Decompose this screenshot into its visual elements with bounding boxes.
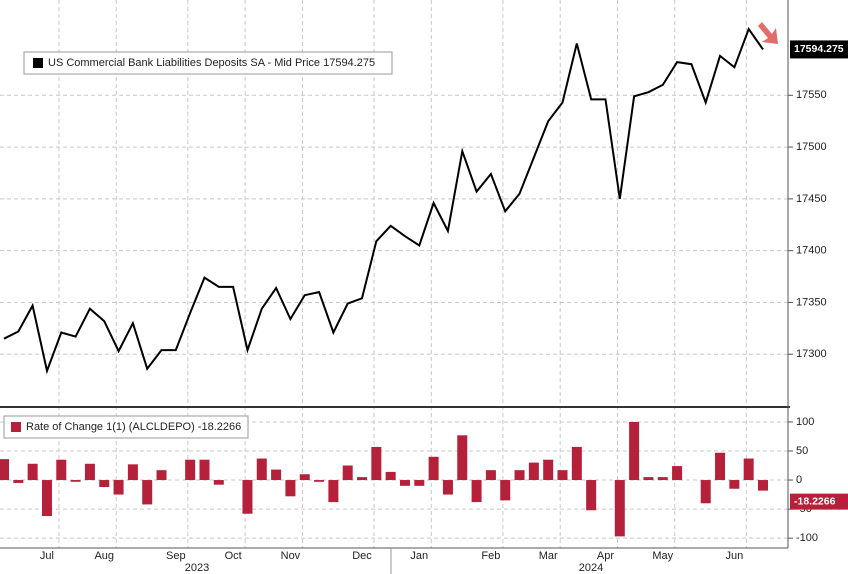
- bar: [557, 470, 568, 481]
- year-label: 2024: [579, 562, 603, 574]
- year-label: 2023: [185, 562, 209, 574]
- bar: [27, 463, 38, 481]
- bar: [56, 459, 67, 481]
- bar: [399, 480, 410, 486]
- bar: [743, 458, 754, 481]
- bar: [99, 480, 110, 488]
- x-tick-label: Feb: [481, 550, 500, 562]
- bar: [657, 477, 668, 481]
- bar: [0, 459, 9, 481]
- bar: [729, 480, 740, 489]
- bar: [715, 452, 726, 481]
- y-tick-label: 17450: [796, 193, 827, 205]
- y-tick-label: 17400: [796, 245, 827, 257]
- legend-label: US Commercial Bank Liabilities Deposits …: [48, 57, 375, 69]
- legend-swatch: [33, 58, 43, 68]
- x-tick-label: Jul: [40, 550, 54, 562]
- bar: [457, 435, 468, 481]
- bar: [342, 465, 353, 481]
- line: [3, 26, 764, 375]
- y-tick-label: 0: [796, 474, 802, 486]
- x-tick-label: Sep: [166, 550, 186, 562]
- bar: [414, 480, 425, 486]
- y-tick-label: 17550: [796, 89, 827, 101]
- y-tick-label: 50: [796, 445, 808, 457]
- value-tag: [790, 40, 848, 59]
- bar: [271, 469, 282, 481]
- x-tick-label: Jun: [725, 550, 743, 562]
- bar: [213, 480, 224, 485]
- bar: [500, 480, 511, 501]
- bar: [156, 470, 167, 481]
- legend-swatch: [11, 422, 21, 432]
- bar: [514, 470, 525, 481]
- bar: [142, 480, 153, 505]
- value-tag-label: 17594.275: [794, 43, 844, 55]
- bar: [485, 470, 496, 481]
- bar: [614, 480, 625, 537]
- bar: [428, 456, 439, 481]
- bar: [285, 480, 296, 497]
- y-tick-label: 17300: [796, 348, 827, 360]
- bar: [586, 480, 597, 511]
- y-tick-label: 100: [796, 416, 814, 428]
- bar: [629, 421, 640, 481]
- bar: [13, 480, 24, 483]
- legend-box: [3, 415, 249, 439]
- legend-box: [23, 51, 393, 75]
- bar: [371, 446, 382, 481]
- bar: [543, 459, 554, 481]
- value-tag-label: -18.2266: [794, 495, 836, 507]
- bar: [70, 480, 81, 482]
- x-tick-label: Aug: [94, 550, 114, 562]
- value-tag: [790, 493, 848, 510]
- bar: [199, 459, 210, 481]
- arrow-icon: [758, 22, 778, 44]
- bar: [127, 464, 138, 481]
- x-tick-label: Dec: [352, 550, 372, 562]
- x-tick-label: Jan: [410, 550, 428, 562]
- bar: [113, 480, 124, 495]
- bar: [185, 459, 196, 481]
- x-tick-label: Mar: [539, 550, 558, 562]
- bar: [256, 458, 267, 481]
- bar: [471, 480, 482, 503]
- x-tick-label: Apr: [597, 550, 614, 562]
- bar: [314, 480, 325, 482]
- y-tick-label: 17500: [796, 141, 827, 153]
- bar: [385, 471, 396, 481]
- legend-label: Rate of Change 1(1) (ALCLDEPO) -18.2266: [26, 421, 241, 433]
- bar: [672, 466, 683, 481]
- y-tick-label: 17350: [796, 296, 827, 308]
- bar: [41, 480, 52, 517]
- bar: [758, 480, 768, 491]
- bar: [328, 480, 339, 503]
- bar: [528, 462, 539, 481]
- bar: [700, 480, 711, 504]
- bar: [242, 480, 253, 514]
- x-tick-label: May: [652, 550, 673, 562]
- bar: [84, 463, 95, 481]
- bar: [357, 477, 368, 481]
- x-tick-label: Oct: [225, 550, 242, 562]
- y-tick-label: -100: [796, 532, 818, 544]
- bar: [571, 446, 582, 481]
- bar: [442, 480, 453, 495]
- bar: [643, 477, 654, 481]
- bar: [299, 474, 310, 481]
- x-tick-label: Nov: [281, 550, 301, 562]
